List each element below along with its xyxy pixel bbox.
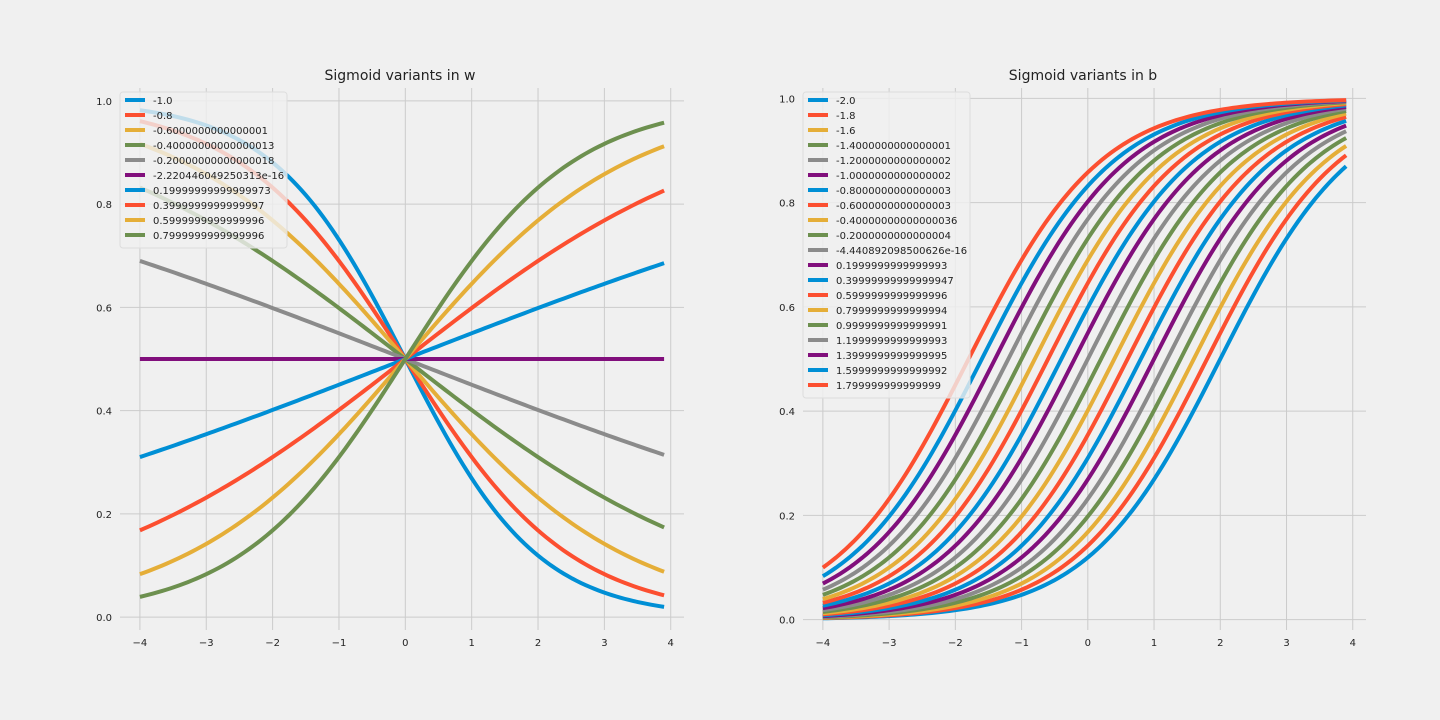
series-line: [822, 99, 1347, 592]
legend-label: -0.40000000000000036: [836, 216, 957, 227]
x-tick-label: −3: [882, 638, 897, 649]
series-line: [822, 102, 1347, 605]
series-line: [822, 109, 1347, 614]
legend-label: 0.5999999999999996: [836, 291, 947, 302]
y-tick-label: 0.6: [96, 303, 112, 314]
x-tick-label: −4: [133, 638, 148, 649]
series-line: [822, 104, 1347, 611]
x-tick-label: −4: [815, 638, 830, 649]
legend-label: 0.5999999999999996: [153, 216, 264, 227]
x-tick-label: 4: [668, 638, 674, 649]
legend-label: 1.799999999999999: [836, 381, 941, 392]
y-tick-label: 0.2: [96, 510, 112, 521]
series-line: [139, 120, 665, 599]
x-tick-label: 4: [1350, 638, 1356, 649]
legend-label: -1.0: [153, 96, 173, 107]
x-tick-label: −2: [948, 638, 963, 649]
x-tick-label: 0: [1085, 638, 1091, 649]
legend-label: -0.8: [153, 111, 173, 122]
x-tick-label: 1: [468, 638, 474, 649]
y-tick-label: 1.0: [779, 94, 795, 105]
x-tick-label: 0: [402, 638, 408, 649]
chart-b-variants: Sigmoid variants in b −4 −3 −2 −1 0 1 2 3 4 0.00…: [779, 68, 1366, 649]
legend-label: 0.39999999999999947: [836, 276, 954, 287]
legend-label: -0.6000000000000003: [836, 201, 951, 212]
legend-label: -0.2000000000000004: [836, 231, 951, 242]
legend-label: -2.220446049250313e-16: [153, 171, 284, 182]
chart-w-variants: Sigmoid variants in w −4 −3 −2 −1 0 1 2 3 4 0.00…: [96, 68, 684, 649]
x-tick-label: 3: [1283, 638, 1289, 649]
legend-label: 0.3999999999999997: [153, 201, 264, 212]
legend-label: 0.7999999999999996: [153, 231, 264, 242]
series-line: [822, 118, 1347, 618]
legend-label: 0.7999999999999994: [836, 306, 947, 317]
y-tick-labels: 0.0 0.2 0.4 0.6 0.8 1.0: [779, 94, 795, 626]
y-tick-label: 0.0: [779, 616, 795, 627]
chart-title: Sigmoid variants in w: [325, 68, 476, 84]
series-line: [822, 103, 1347, 608]
series-line: [822, 129, 1347, 619]
legend-label: 0.1999999999999993: [836, 261, 947, 272]
legend-label: -4.440892098500626e-16: [836, 246, 967, 257]
y-tick-label: 0.2: [779, 511, 795, 522]
legend-label: -0.20000000000000018: [153, 156, 274, 167]
x-tick-label: −2: [265, 638, 280, 649]
x-tick-label: 3: [601, 638, 607, 649]
legend-label: -1.8: [836, 111, 856, 122]
legend-label: -1.0000000000000002: [836, 171, 951, 182]
y-tick-label: 0.4: [96, 407, 112, 418]
series-lines: [821, 98, 1348, 621]
legend-label: -1.4000000000000001: [836, 141, 951, 152]
legend-label: -0.40000000000000013: [153, 141, 274, 152]
legend-label: 0.9999999999999991: [836, 321, 947, 332]
series-line: [821, 98, 1347, 570]
legend-frame: [119, 91, 288, 249]
legend-frame: [802, 91, 971, 399]
legend-label: -0.6000000000000001: [153, 126, 268, 137]
legend: -2.0 -1.8 -1.6 -1.4000000000000001 -1.200000…: [802, 91, 971, 399]
series-line: [822, 100, 1347, 597]
legend-label: 1.5999999999999992: [836, 366, 947, 377]
series-line: [822, 111, 1347, 616]
x-tick-labels: −4 −3 −2 −1 0 1 2 3 4: [815, 638, 1355, 649]
legend: -1.0 -0.8 -0.6000000000000001 -0.4000000000…: [119, 91, 288, 249]
series-line: [822, 106, 1347, 613]
y-tick-label: 0.6: [779, 303, 795, 314]
series-line: [822, 123, 1347, 619]
legend-label: -1.6: [836, 126, 856, 137]
x-tick-label: −1: [332, 638, 347, 649]
legend-label: -1.2000000000000002: [836, 156, 951, 167]
y-tick-label: 0.4: [779, 407, 795, 418]
x-tick-label: 2: [1217, 638, 1223, 649]
legend-label: 0.19999999999999973: [153, 186, 271, 197]
legend-label: -2.0: [836, 96, 856, 107]
y-tick-label: 0.8: [96, 200, 112, 211]
x-tick-label: 2: [535, 638, 541, 649]
legend-label: 1.3999999999999995: [836, 351, 947, 362]
legend-label: 1.1999999999999993: [836, 336, 947, 347]
x-tick-label: 1: [1151, 638, 1157, 649]
y-tick-label: 0.8: [779, 199, 795, 210]
y-tick-label: 1.0: [96, 97, 112, 108]
x-tick-label: −1: [1014, 638, 1029, 649]
y-tick-labels: 0.0 0.2 0.4 0.6 0.8 1.0: [96, 97, 112, 624]
x-tick-labels: −4 −3 −2 −1 0 1 2 3 4: [133, 638, 674, 649]
chart-title: Sigmoid variants in b: [1009, 68, 1158, 84]
y-tick-label: 0.0: [96, 613, 112, 624]
x-tick-label: −3: [199, 638, 214, 649]
legend-label: -0.8000000000000003: [836, 186, 951, 197]
series-line: [822, 115, 1347, 617]
series-line: [822, 101, 1347, 602]
